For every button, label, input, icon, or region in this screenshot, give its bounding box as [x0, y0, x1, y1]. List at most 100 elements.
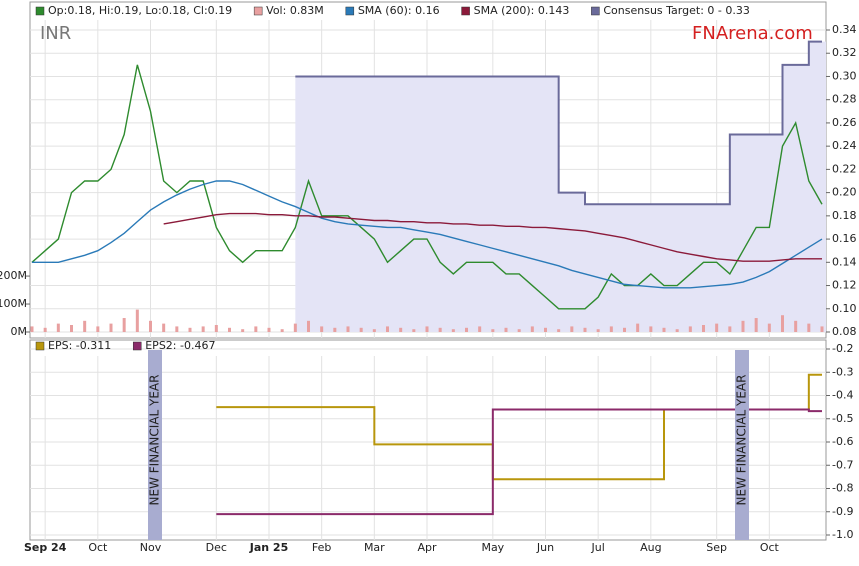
volume-bar	[399, 327, 403, 332]
annotation: NEW FINANCIAL YEAR	[148, 375, 162, 506]
volume-bar	[96, 326, 100, 332]
volume-bar	[83, 320, 87, 332]
volume-bar	[280, 329, 284, 332]
target-area	[295, 41, 826, 332]
legend-label: Consensus Target: 0 - 0.33	[603, 4, 749, 17]
legend-label: EPS2: -0.467	[145, 339, 215, 352]
volume-bar	[465, 327, 468, 332]
volume-bar	[188, 327, 192, 332]
y-tick-label: 0.10	[832, 302, 857, 315]
volume-bar	[781, 315, 784, 332]
legend-label: EPS: -0.311	[48, 339, 111, 352]
volume-bar	[438, 327, 442, 332]
volume-bar	[267, 327, 271, 332]
x-tick-label: Apr	[417, 541, 437, 554]
y-tick-label: -1.0	[832, 528, 853, 541]
volume-bar	[214, 325, 218, 332]
legend-swatch	[345, 6, 355, 16]
volume-bar	[741, 320, 745, 332]
legend-swatch	[461, 6, 470, 16]
volume-bar	[649, 326, 653, 332]
volume-bar	[478, 326, 482, 332]
volume-bar	[794, 320, 798, 332]
legend-label: SMA (200): 0.143	[474, 4, 570, 17]
y-tick-label: 0.14	[832, 255, 857, 268]
volume-bar	[728, 326, 732, 332]
x-tick-label: Jun	[536, 541, 554, 554]
x-tick-label: Oct	[760, 541, 780, 554]
y2-tick-label: 100M	[0, 297, 27, 310]
volume-bar	[359, 327, 363, 332]
x-tick-label: Nov	[140, 541, 162, 554]
y2-tick-label: 0M	[11, 325, 28, 338]
volume-bar	[228, 327, 231, 332]
x-tick-label: Jul	[591, 541, 605, 554]
y-tick-label: 0.12	[832, 279, 857, 292]
volume-bar	[715, 323, 719, 332]
y-tick-label: -0.3	[832, 365, 853, 378]
volume-bar	[122, 318, 126, 332]
volume-bar	[162, 323, 166, 332]
legend-swatch	[132, 341, 142, 351]
volume-bar	[175, 326, 179, 332]
volume-bar	[583, 327, 587, 332]
series-line	[32, 180, 823, 289]
y-tick-label: 0.08	[832, 325, 857, 338]
y-tick-label: 0.30	[832, 69, 857, 82]
volume-bar	[254, 326, 258, 332]
volume-bar	[570, 326, 574, 332]
y-tick-label: 0.34	[832, 23, 857, 36]
legend-label: Op:0.18, Hi:0.19, Lo:0.18, Cl:0.19	[48, 4, 232, 17]
volume-bar	[702, 325, 705, 332]
annotation-band	[735, 350, 749, 540]
y-tick-label: 0.18	[832, 209, 857, 222]
volume-bar	[149, 320, 152, 332]
volume-bar	[662, 327, 666, 332]
x-tick-label: Mar	[364, 541, 385, 554]
y-tick-label: 0.20	[832, 186, 857, 199]
volume-bar	[544, 327, 547, 332]
volume-bar	[530, 326, 534, 332]
chart-title: INR	[40, 23, 71, 44]
volume-bar	[412, 329, 416, 332]
volume-bar	[609, 326, 613, 332]
volume-bar	[241, 329, 245, 332]
volume-bar	[636, 323, 640, 332]
legend-label: SMA (60): 0.16	[358, 4, 440, 17]
x-tick-label: Sep	[706, 541, 727, 554]
y-tick-label: 0.26	[832, 116, 857, 129]
y-tick-label: 0.22	[832, 162, 857, 175]
volume-bar	[517, 329, 521, 332]
volume-bar	[346, 326, 350, 332]
volume-bar	[767, 323, 771, 332]
x-tick-label: Oct	[88, 541, 108, 554]
y-tick-label: -0.2	[832, 342, 853, 355]
volume-bar	[596, 329, 600, 332]
y-tick-label: 0.16	[832, 232, 857, 245]
volume-bar	[688, 326, 692, 332]
y-tick-label: -0.9	[832, 505, 853, 518]
volume-bar	[43, 327, 47, 332]
volume-bar	[386, 326, 389, 332]
x-tick-label: Sep 24	[24, 541, 67, 554]
y-tick-label: 0.28	[832, 93, 857, 106]
x-tick-label: Jan 25	[249, 541, 288, 554]
eps-panel	[29, 339, 827, 541]
x-tick-label: Dec	[206, 541, 227, 554]
y2-tick-label: 200M	[0, 269, 27, 282]
volume-bar	[30, 326, 34, 332]
series-line	[163, 212, 822, 262]
y-tick-label: -0.8	[832, 482, 853, 495]
x-tick-label: Aug	[640, 541, 661, 554]
legend-swatch	[35, 6, 45, 16]
plot-layer: Sep 24 Oct Nov Dec Jan 25 Feb Mar Apr May Jun Jul A…	[0, 4, 857, 554]
volume-bar	[557, 329, 561, 332]
volume-bar	[333, 327, 337, 332]
volume-bar	[372, 329, 376, 332]
y-tick-label: -0.7	[832, 458, 853, 471]
legend-swatch	[253, 6, 263, 16]
volume-bar	[135, 309, 139, 332]
y-tick-label: -0.4	[832, 389, 853, 402]
legend-label: Vol: 0.83M	[266, 4, 324, 17]
